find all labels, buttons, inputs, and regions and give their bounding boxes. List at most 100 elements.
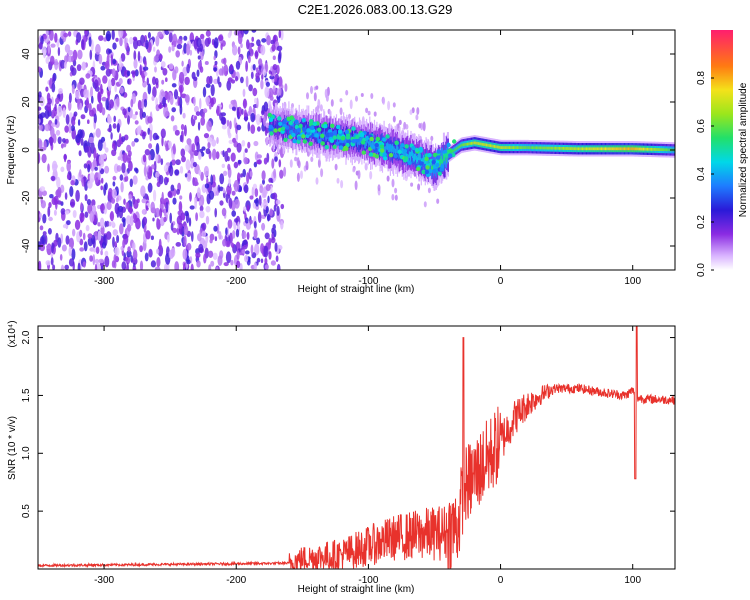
ridge-mark xyxy=(450,151,453,154)
ridge-mark xyxy=(634,147,636,151)
ridge-mark xyxy=(405,150,407,157)
ridge-mark xyxy=(539,146,541,150)
ridge-mark xyxy=(645,147,648,151)
noise-mark xyxy=(317,158,321,168)
noise-mark xyxy=(222,150,225,158)
ridge-mark xyxy=(270,116,273,132)
ridge-mark xyxy=(409,151,414,156)
noise-mark xyxy=(260,44,266,56)
noise-mark xyxy=(184,173,188,178)
ridge-mark xyxy=(502,146,504,149)
ridge-mark xyxy=(473,141,476,145)
noise-mark xyxy=(83,241,88,252)
noise-mark xyxy=(354,180,358,191)
noise-mark xyxy=(89,172,95,183)
ridge-mark xyxy=(619,147,621,151)
noise-mark xyxy=(161,79,165,85)
ridge-mark xyxy=(542,146,544,150)
ridge-mark xyxy=(530,146,533,150)
ridge-mark xyxy=(385,146,387,153)
noise-mark xyxy=(128,194,132,201)
noise-mark xyxy=(77,82,81,91)
ridge-mark xyxy=(528,146,530,150)
noise-mark xyxy=(210,84,215,97)
ridge-mark xyxy=(276,121,278,130)
ridge-mark xyxy=(470,142,472,145)
noise-mark xyxy=(247,141,251,149)
noise-mark xyxy=(226,80,232,91)
ridge-mark xyxy=(324,134,326,142)
noise-mark xyxy=(44,109,50,120)
noise-mark xyxy=(56,176,61,189)
ridge-mark xyxy=(324,145,329,150)
noise-mark xyxy=(58,88,63,95)
noise-mark xyxy=(237,46,241,55)
ridge-mark xyxy=(519,146,521,149)
noise-mark xyxy=(254,97,257,104)
ridge-mark xyxy=(492,144,494,148)
ridge-mark xyxy=(294,129,296,137)
noise-mark xyxy=(171,107,176,113)
noise-mark xyxy=(89,49,93,60)
noise-mark xyxy=(313,92,317,102)
heatmap-x-tick-label: -200 xyxy=(226,276,246,287)
ridge-mark xyxy=(423,157,426,165)
noise-mark xyxy=(38,152,41,164)
noise-mark xyxy=(270,260,276,266)
noise-mark xyxy=(83,175,87,188)
noise-mark xyxy=(141,98,145,110)
ridge-mark xyxy=(618,147,620,151)
ridge-mark xyxy=(573,147,575,151)
noise-mark xyxy=(280,30,284,41)
ridge-mark xyxy=(592,147,594,151)
ridge-mark xyxy=(289,115,294,120)
ridge-mark xyxy=(305,124,307,133)
ridge-mark xyxy=(337,135,342,140)
noise-mark xyxy=(164,30,170,36)
noise-mark xyxy=(133,38,139,50)
ridge-mark xyxy=(621,147,623,151)
noise-mark xyxy=(186,259,191,265)
noise-mark xyxy=(112,181,116,187)
noise-mark xyxy=(156,257,161,268)
ridge-mark xyxy=(556,146,558,150)
noise-mark xyxy=(127,246,131,253)
noise-mark xyxy=(54,32,58,43)
noise-mark xyxy=(229,120,232,130)
ridge-mark xyxy=(296,127,298,136)
ridge-mark xyxy=(466,142,468,146)
ridge-mark xyxy=(383,156,388,161)
ridge-mark xyxy=(269,119,271,127)
noise-mark xyxy=(392,115,396,123)
ridge-mark xyxy=(442,147,444,166)
ridge-mark xyxy=(667,148,669,152)
ridge-mark xyxy=(594,147,596,151)
noise-mark xyxy=(120,53,126,62)
ridge-mark xyxy=(448,153,453,158)
noise-mark xyxy=(115,197,119,203)
noise-mark xyxy=(104,255,110,268)
ridge-mark xyxy=(661,148,663,151)
ridge-mark xyxy=(402,145,404,154)
noise-mark xyxy=(234,76,239,82)
noise-mark xyxy=(170,222,174,231)
ridge-mark xyxy=(637,147,639,151)
noise-mark xyxy=(278,159,282,168)
noise-mark xyxy=(174,124,178,131)
noise-mark xyxy=(181,60,184,67)
noise-mark xyxy=(219,200,224,206)
noise-mark xyxy=(47,206,51,218)
noise-mark xyxy=(398,119,402,125)
noise-mark xyxy=(261,170,266,181)
noise-mark xyxy=(240,173,244,178)
noise-mark xyxy=(127,115,130,125)
ridge-mark xyxy=(479,142,481,146)
noise-mark xyxy=(243,206,247,212)
noise-mark xyxy=(84,211,89,218)
noise-mark xyxy=(129,178,133,188)
ridge-mark xyxy=(607,147,609,151)
ridge-mark xyxy=(575,147,577,151)
ridge-mark xyxy=(424,156,429,162)
noise-mark xyxy=(253,140,259,147)
heatmap-x-tick-label: 100 xyxy=(624,276,641,287)
